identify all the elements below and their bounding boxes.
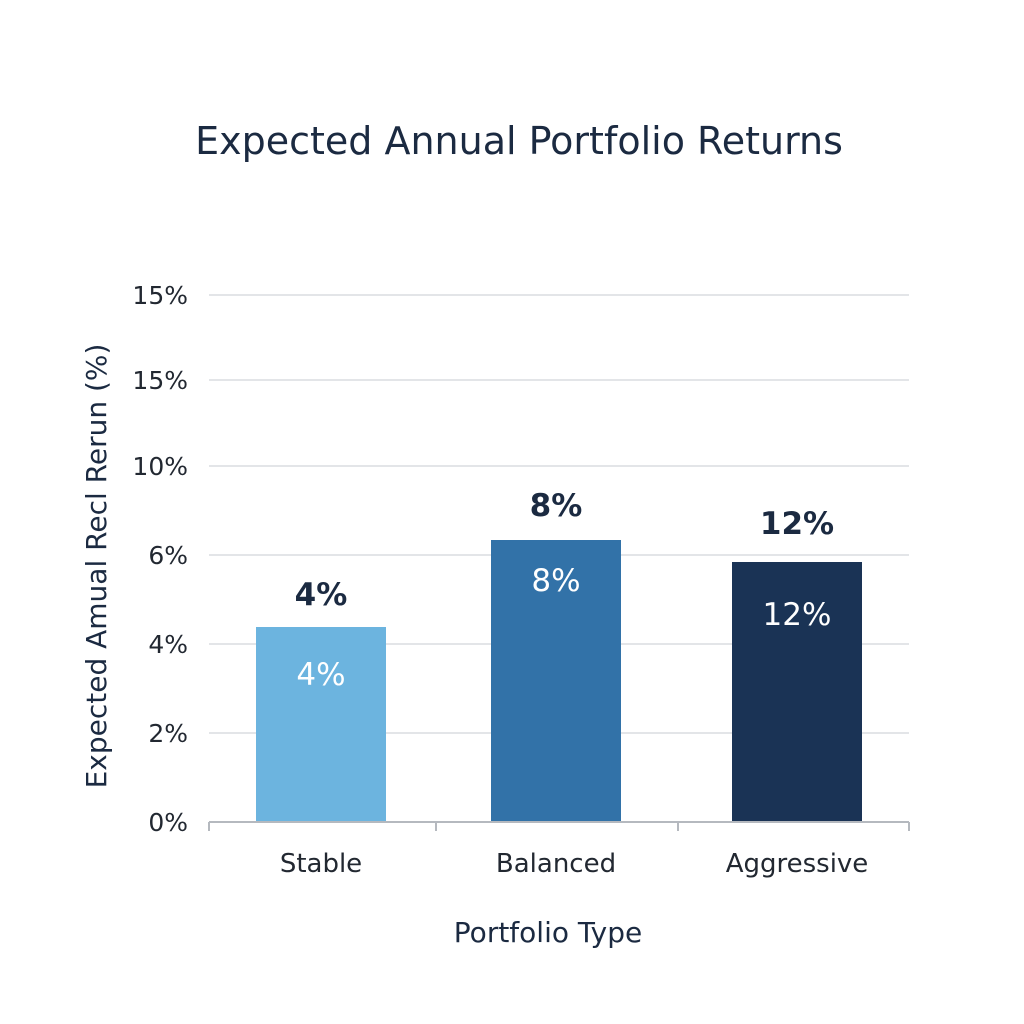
bars xyxy=(256,540,862,822)
bar-inner-label: 12% xyxy=(763,597,832,633)
bar-value-label: 8% xyxy=(530,488,583,524)
y-tick-label: 15% xyxy=(132,366,188,395)
bar-aggressive xyxy=(732,562,862,822)
bar-value-label: 12% xyxy=(760,506,834,542)
bar-inner-label: 8% xyxy=(531,563,580,599)
bar-stable xyxy=(256,627,386,822)
y-tick-label: 0% xyxy=(148,808,188,837)
y-tick-label: 2% xyxy=(148,719,188,748)
bar-inner-label: 4% xyxy=(296,657,345,693)
x-tick-label: Stable xyxy=(280,849,362,879)
chart-title: Expected Annual Portfolio Returns xyxy=(195,119,843,163)
data-labels: 4% 4% Stable 8% 8% Balanced 12% 12% Aggressive xyxy=(280,488,868,879)
y-axis-ticks: 0% 2% 4% 6% 10% 15% 15% xyxy=(132,281,188,837)
y-tick-label: 10% xyxy=(132,452,188,481)
bar-balanced xyxy=(491,540,621,822)
bar-value-label: 4% xyxy=(295,577,348,613)
x-axis-ticks xyxy=(208,822,910,831)
y-tick-label: 4% xyxy=(148,630,188,659)
x-axis-title: Portfolio Type xyxy=(454,916,642,949)
y-tick-label: 15% xyxy=(132,281,188,310)
x-tick-label: Aggressive xyxy=(726,849,869,879)
y-axis-title: Expected Amual Recl Rerun (%) xyxy=(80,344,113,789)
y-tick-label: 6% xyxy=(148,541,188,570)
x-tick-label: Balanced xyxy=(496,849,616,879)
